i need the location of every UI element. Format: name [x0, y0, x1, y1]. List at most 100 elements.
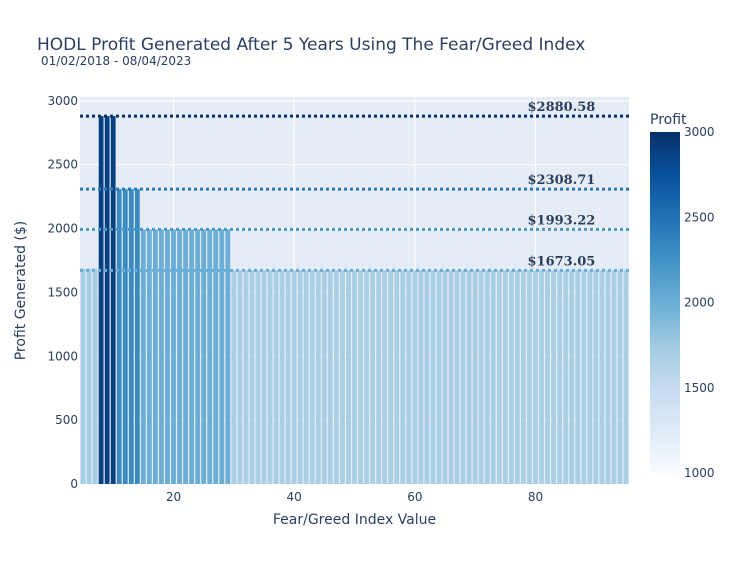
bar: [394, 270, 400, 484]
bar: [442, 270, 448, 484]
bar: [159, 229, 164, 484]
bar: [333, 270, 339, 484]
colorbar-tick-label: 1500: [684, 381, 715, 395]
y-tick-label: 0: [70, 477, 78, 491]
bar: [557, 270, 563, 484]
bar: [195, 229, 201, 484]
bar: [213, 229, 219, 484]
bar: [587, 270, 593, 484]
bar: [569, 270, 575, 484]
bar: [297, 270, 303, 484]
bar: [424, 270, 430, 484]
bar: [134, 189, 140, 484]
bar: [611, 270, 617, 484]
bar: [128, 189, 134, 484]
x-axis-title: Fear/Greed Index Value: [273, 512, 436, 528]
y-tick-label: 500: [55, 413, 78, 427]
x-tick-label: 40: [287, 490, 302, 504]
bar: [551, 270, 557, 484]
chart-subtitle: 01/02/2018 - 08/04/2023: [41, 54, 191, 68]
bar: [303, 270, 309, 484]
bar: [412, 270, 418, 484]
x-tick-label: 20: [166, 490, 181, 504]
bar: [454, 270, 460, 484]
bar: [521, 270, 526, 484]
bar: [104, 116, 110, 484]
bar: [231, 270, 237, 484]
y-tick-label: 1500: [47, 285, 78, 299]
bar: [430, 270, 436, 484]
bar: [496, 270, 502, 484]
bar: [110, 116, 116, 484]
bar: [225, 229, 231, 484]
colorbar-tick-label: 3000: [684, 125, 715, 139]
bar: [508, 270, 514, 484]
bar: [388, 270, 394, 484]
colorbar-tick-label: 2500: [684, 210, 715, 224]
bar: [122, 189, 128, 484]
y-axis-ticks: 0 500 1000 1500 2000 2500 3000: [47, 94, 78, 491]
bar: [352, 270, 357, 484]
bar: [490, 270, 496, 484]
bar: [448, 270, 454, 484]
y-tick-label: 1000: [47, 349, 78, 363]
bar: [315, 270, 321, 484]
reference-lines: [80, 114, 629, 272]
bar: [605, 270, 611, 484]
bar: [472, 270, 478, 484]
bar: [539, 270, 544, 484]
bar: [533, 270, 538, 484]
bar: [370, 270, 376, 484]
x-tick-label: 60: [407, 490, 422, 504]
bar: [183, 229, 188, 484]
bar: [86, 268, 92, 484]
bar: [219, 229, 225, 484]
bar: [593, 270, 599, 484]
y-tick-label: 2500: [47, 158, 78, 172]
bar: [273, 270, 279, 484]
bar: [98, 116, 104, 484]
colorbar-tick-label: 2000: [684, 296, 715, 310]
bar: [267, 270, 273, 484]
y-tick-label: 3000: [47, 94, 78, 108]
bar: [321, 270, 327, 484]
x-tick-label: 80: [528, 490, 543, 504]
bar: [249, 270, 255, 484]
bar: [285, 270, 291, 484]
bar: [291, 270, 297, 484]
bar: [279, 270, 285, 484]
bar: [340, 270, 345, 484]
bar: [599, 270, 605, 484]
bar: [484, 270, 490, 484]
bar: [617, 270, 623, 484]
bar: [623, 270, 629, 484]
reference-label: $2308.71: [527, 173, 595, 188]
bar: [460, 270, 466, 484]
bar: [527, 270, 532, 484]
bar: [382, 270, 388, 484]
bar: [116, 189, 122, 484]
bar: [189, 229, 195, 484]
bar: [207, 229, 213, 484]
bar: [478, 270, 484, 484]
colorbar: [650, 132, 680, 473]
colorbar-title: Profit: [650, 112, 687, 128]
bar: [177, 229, 182, 484]
bar: [146, 229, 152, 484]
bar: [165, 229, 170, 484]
y-axis-title: Profit Generated ($): [13, 221, 29, 361]
bar: [309, 270, 315, 484]
x-axis-ticks: 20 40 60 80: [166, 490, 543, 504]
bar: [575, 270, 581, 484]
bar: [581, 270, 587, 484]
bar: [545, 270, 550, 484]
bar: [243, 270, 249, 484]
bar: [400, 270, 406, 484]
bar: [436, 270, 442, 484]
reference-label: $1993.22: [527, 213, 595, 228]
bar: [406, 270, 412, 484]
bar: [364, 270, 369, 484]
reference-label: $2880.58: [527, 100, 595, 115]
bar: [358, 270, 363, 484]
